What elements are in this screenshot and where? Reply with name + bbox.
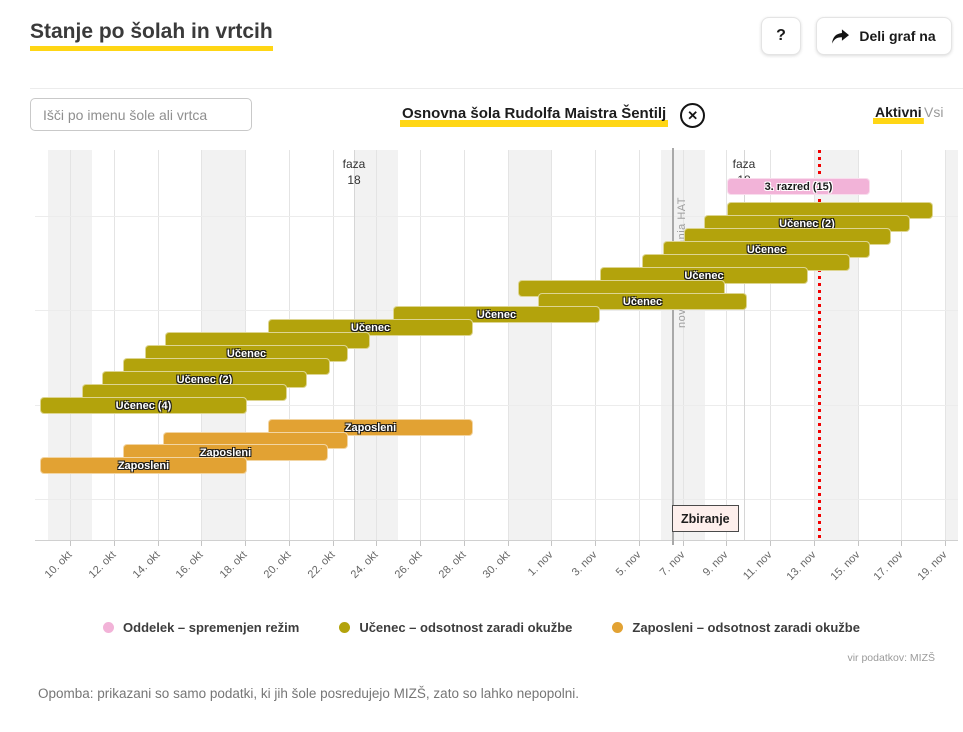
share-button[interactable]: Deli graf na: [816, 17, 952, 55]
gantt-bar-label: Učenec: [476, 308, 517, 321]
footnote: Opomba: prikazani so samo podatki, ki ji…: [38, 686, 580, 701]
axis-tick: [945, 540, 946, 546]
axis-tick: [813, 540, 815, 546]
vertical-gridline: [770, 150, 771, 540]
gantt-bar-label: Učenec (2): [176, 373, 233, 386]
gantt-bar-u-enec[interactable]: Učenec: [268, 319, 473, 336]
horizontal-gridline: [35, 499, 958, 500]
gantt-bar-label: Učenec (4): [115, 399, 172, 412]
vertical-gridline: [376, 150, 378, 540]
header-divider: [30, 88, 963, 89]
axis-tick: [857, 540, 859, 546]
gantt-bar-3-razred-15[interactable]: 3. razred (15): [727, 178, 870, 195]
weekend-band: [945, 150, 958, 540]
legend-label: Učenec – odsotnost zaradi okužbe: [359, 620, 573, 635]
gantt-bar-label: Učenec: [684, 269, 724, 282]
gantt-bar-label: Zaposleni: [117, 459, 170, 472]
tab-aktivni[interactable]: Aktivni: [873, 104, 924, 124]
gantt-bar-u-enec-4[interactable]: Učenec (4): [40, 397, 247, 414]
phase-line: [744, 150, 745, 540]
page-title: Stanje po šolah in vrtcih: [30, 20, 273, 51]
axis-tick: [638, 540, 640, 546]
axis-tick: [288, 540, 290, 546]
horizontal-gridline: [35, 215, 958, 217]
vertical-gridline: [70, 150, 71, 540]
gantt-bar-zaposleni[interactable]: Zaposleni: [268, 419, 473, 436]
gantt-bar-label: Zaposleni: [199, 446, 252, 459]
gantt-bar-u-enec[interactable]: Učenec: [538, 293, 747, 310]
legend-item[interactable]: Oddelek – spremenjen režim: [103, 620, 299, 635]
axis-tick: [770, 540, 771, 546]
gantt-bar-u-enec[interactable]: Učenec: [393, 306, 600, 323]
gantt-bar-label: Učenec (2): [779, 217, 835, 230]
gantt-chart: 10. okt 12. okt 14. okt 16. okt 18. okt 20. o…: [0, 148, 963, 608]
hat-testing-line: [672, 148, 674, 545]
x-axis-line: [35, 540, 958, 541]
legend-dot-icon: [612, 622, 624, 633]
axis-tick: [420, 540, 421, 546]
vertical-gridline: [945, 150, 946, 540]
axis-tick: [70, 540, 71, 546]
today-dotted-line: [818, 150, 821, 540]
share-icon: [832, 28, 850, 44]
legend-dot-icon: [339, 622, 351, 633]
gantt-bar-label: 3. razred (15): [764, 180, 833, 193]
help-button[interactable]: ?: [761, 17, 801, 55]
vertical-gridline: [813, 150, 815, 540]
axis-tick: [551, 540, 553, 546]
legend-label: Oddelek – spremenjen režim: [123, 620, 300, 635]
axis-tick: [201, 540, 203, 546]
vertical-gridline: [551, 150, 553, 540]
gantt-bar-label: Učenec: [622, 295, 663, 308]
legend-item[interactable]: Učenec – odsotnost zaradi okužbe: [339, 620, 572, 635]
help-button-label: ?: [776, 27, 786, 44]
close-icon[interactable]: ✕: [680, 103, 706, 128]
weekend-band: [508, 150, 551, 540]
axis-tick: [726, 540, 728, 546]
vertical-gridline: [420, 150, 421, 540]
vertical-gridline: [857, 150, 859, 540]
gantt-bar-zaposleni[interactable]: Zaposleni: [123, 444, 328, 461]
vertical-gridline: [595, 150, 596, 540]
axis-tick: [901, 540, 903, 546]
axis-tick: [113, 540, 115, 546]
vertical-gridline: [507, 150, 509, 540]
vertical-gridline: [113, 150, 115, 540]
axis-tick: [682, 540, 684, 546]
vertical-gridline: [901, 150, 903, 540]
axis-tick: [376, 540, 378, 546]
vertical-gridline: [463, 150, 465, 540]
vertical-gridline: [682, 150, 684, 540]
legend-dot-icon: [103, 622, 115, 633]
axis-tick: [595, 540, 596, 546]
gantt-bar-label: Učenec: [350, 321, 391, 334]
gantt-bar-label: Učenec: [226, 347, 267, 360]
gantt-bar-label: Učenec: [746, 243, 787, 256]
gantt-bar-zaposleni[interactable]: Zaposleni: [40, 457, 247, 474]
vertical-gridline: [638, 150, 640, 540]
legend-item[interactable]: Zaposleni – odsotnost zaradi okužbe: [612, 620, 860, 635]
axis-tick: [245, 540, 246, 546]
share-button-label: Deli graf na: [859, 28, 936, 44]
vertical-gridline: [726, 150, 728, 540]
zbiranje-flag: Zbiranje: [672, 505, 739, 532]
selected-school-chip: Osnovna šola Rudolfa Maistra Šentilj ✕: [400, 103, 706, 128]
axis-tick: [157, 540, 159, 546]
legend-label: Zaposleni – odsotnost zaradi okužbe: [632, 620, 860, 635]
axis-tick: [332, 540, 334, 546]
axis-tick: [507, 540, 509, 546]
axis-tick: [463, 540, 465, 546]
horizontal-gridline: [35, 404, 958, 406]
data-source: vir podatkov: MIZŠ: [847, 652, 935, 664]
search-input[interactable]: [30, 98, 252, 131]
legend: Oddelek – spremenjen režim Učenec – odsot…: [0, 620, 963, 635]
gantt-bar-label: Zaposleni: [344, 421, 397, 434]
tab-vsi[interactable]: Vsi: [924, 104, 944, 120]
selected-school-name: Osnovna šola Rudolfa Maistra Šentilj: [400, 104, 669, 127]
